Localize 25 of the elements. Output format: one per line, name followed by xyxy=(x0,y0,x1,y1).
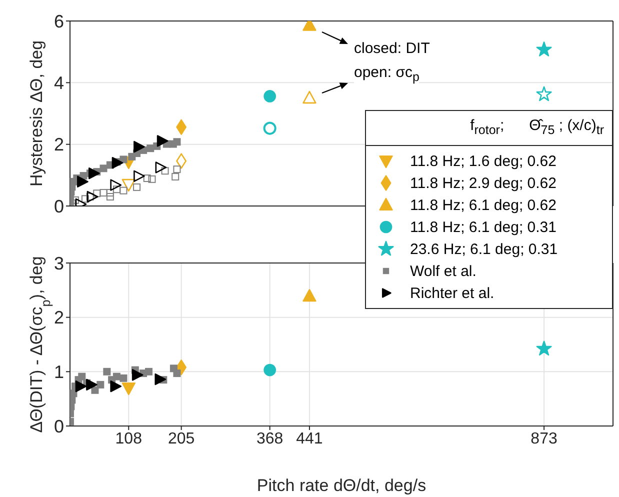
y-tick-label: 1 xyxy=(54,362,64,382)
x-tick-label: 873 xyxy=(530,430,558,448)
x-tick-label: 108 xyxy=(115,430,142,448)
annotation: open: σc$_{p}$ xyxy=(354,64,420,86)
x-tick-label: 205 xyxy=(168,430,195,448)
y-tick-label: 3 xyxy=(54,253,64,274)
legend-label: Wolf et al. xyxy=(410,262,476,280)
legend-label: 11.8 Hz; 6.1 deg; 0.62 xyxy=(410,196,556,214)
x-tick-label: 368 xyxy=(256,430,284,448)
legend-label: 11.8 Hz; 1.6 deg; 0.62 xyxy=(410,152,556,170)
legend-label: 11.8 Hz; 2.9 deg; 0.62 xyxy=(410,174,556,192)
y-tick-label: 0 xyxy=(54,196,64,216)
legend-label: Richter et al. xyxy=(410,284,494,302)
y-tick-label: 2 xyxy=(54,134,64,155)
y-tick-label: 2 xyxy=(54,308,64,328)
y-tick-label: 0 xyxy=(54,416,64,436)
y-axis-title: Hysteresis ΔΘ, deg xyxy=(27,40,46,187)
y-tick-label: 4 xyxy=(54,73,64,94)
annotation: closed: DIT xyxy=(354,40,430,58)
legend-label: 11.8 Hz; 6.1 deg; 0.31 xyxy=(410,218,556,236)
x-tick-label: 441 xyxy=(296,430,323,448)
x-axis-title: Pitch rate dΘ/dt, deg/s xyxy=(256,476,426,495)
legend-label: 23.6 Hz; 6.1 deg; 0.31 xyxy=(410,240,558,258)
y-tick-label: 6 xyxy=(54,11,64,32)
legend-title: f$_{rotor}$; Θ̂$_{75}$ ; (x/c)$_{tr}$ xyxy=(366,111,612,146)
